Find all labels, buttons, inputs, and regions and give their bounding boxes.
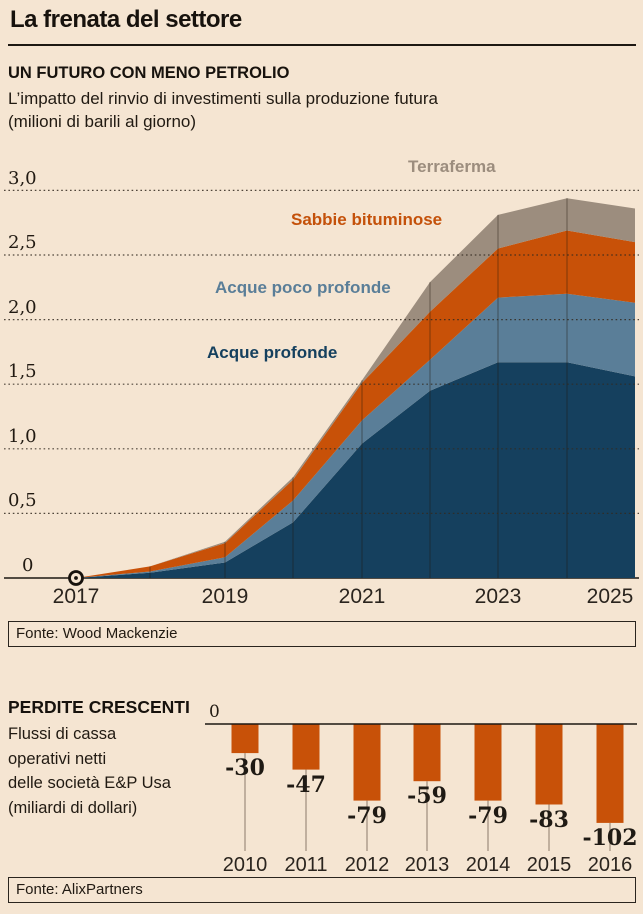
bar-value-2013: -59 (407, 783, 447, 809)
x-tick-2023: 2023 (474, 585, 522, 608)
chart2-heading: PERDITE CRESCENTI (8, 697, 190, 717)
chart1-source-box: Fonte: Wood Mackenzie (8, 621, 636, 647)
bar-2015 (535, 724, 563, 805)
start-marker-dot (74, 576, 78, 580)
x-tick-2017: 2017 (52, 585, 100, 608)
y-tick-3-0: 3,0 (8, 168, 37, 189)
bar-year-2014: 2014 (465, 854, 511, 876)
bar-2016 (596, 724, 624, 823)
title-rule (8, 44, 636, 46)
bar-year-2010: 2010 (222, 854, 268, 876)
chart1-heading: UN FUTURO CON MENO PETROLIO (8, 64, 290, 82)
bar-2014 (474, 724, 502, 801)
x-tick-2025: 2025 (586, 585, 634, 608)
legend-acque-profonde: Acque profonde (207, 343, 338, 362)
chart2-subtitle: Flussi di cassa operativi netti delle so… (8, 725, 171, 817)
chart2-source: Fonte: AlixPartners (16, 881, 143, 898)
chart2-source-box: Fonte: AlixPartners (8, 877, 636, 903)
page-title: La frenata del settore (10, 6, 242, 33)
bar-2012 (353, 724, 381, 801)
bar-2011 (292, 724, 320, 770)
area-acque-profonde (76, 362, 635, 578)
area-acque-poco-profonde (76, 293, 635, 578)
y-tick-1-0: 1,0 (8, 426, 37, 447)
bar-year-2012: 2012 (344, 854, 390, 876)
bar-value-2014: -79 (468, 803, 508, 829)
bar-value-2015: -83 (529, 807, 569, 833)
y-tick-2-5: 2,5 (8, 232, 37, 253)
bar-value-2010: -30 (225, 755, 265, 781)
y-tick-0-5: 0,5 (8, 490, 37, 511)
bar-2010 (231, 724, 259, 754)
chart1-source: Fonte: Wood Mackenzie (16, 625, 178, 642)
chart1-subtitle: L’impatto del rinvio di investimenti sul… (8, 89, 438, 131)
bar-zero-label: 0 (209, 702, 220, 722)
legend-sabbie-bituminose: Sabbie bituminose (291, 210, 443, 229)
x-tick-2019: 2019 (201, 585, 249, 608)
bar-year-2016: 2016 (587, 854, 633, 876)
bar-value-2012: -79 (347, 803, 387, 829)
area-sabbie-bituminose (76, 230, 635, 578)
bar-2013 (413, 724, 441, 782)
bar-year-2015: 2015 (526, 854, 572, 876)
x-tick-2021: 2021 (338, 585, 386, 608)
bar-year-2011: 2011 (284, 854, 328, 876)
y-tick-0: 0 (22, 555, 34, 576)
y-tick-2-0: 2,0 (8, 297, 37, 318)
bar-value-2011: -47 (286, 772, 326, 798)
bar-year-2013: 2013 (404, 854, 450, 876)
legend-acque-poco-profonde: Acque poco profonde (215, 278, 391, 297)
y-tick-1-5: 1,5 (8, 361, 37, 382)
legend-terraferma: Terraferma (408, 157, 496, 176)
bar-value-2016: -102 (582, 825, 638, 851)
